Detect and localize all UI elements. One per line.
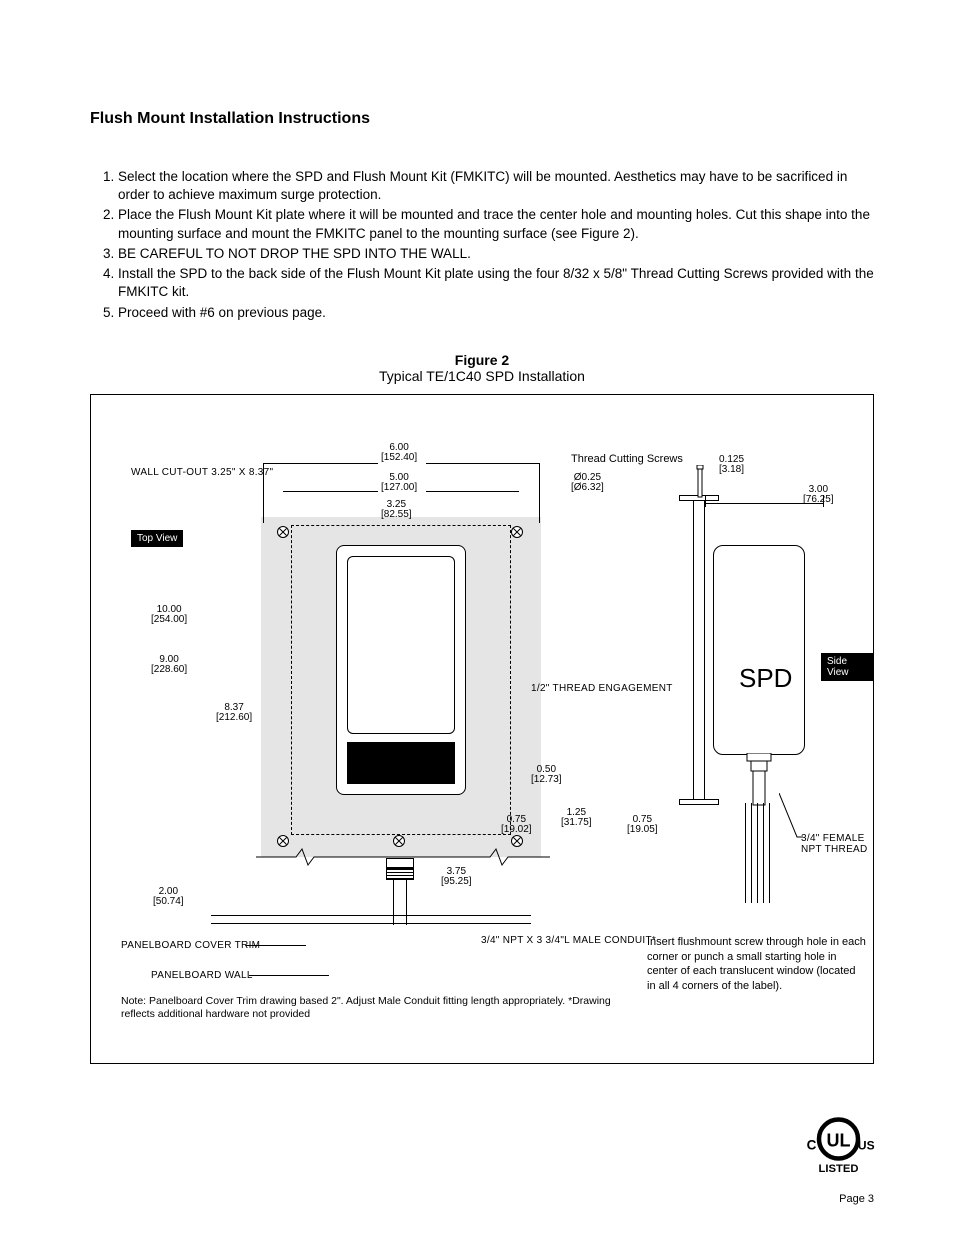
ul-listed-icon: UL C US LISTED (801, 1115, 876, 1175)
screw-icon (277, 526, 289, 538)
dim-10-00: 10.00 [254.00] (151, 605, 187, 626)
leader-line (539, 463, 540, 523)
screw-icon (511, 526, 523, 538)
screw-icon (511, 835, 523, 847)
leader-line (263, 463, 378, 464)
panelboard-wall-label: PANELBOARD WALL (151, 970, 253, 981)
leader-line (249, 975, 329, 976)
leader-line (283, 491, 378, 492)
dim-3-25: 3.25 [82.55] (381, 500, 412, 521)
figure-number: Figure 2 (90, 352, 874, 368)
leader-line (246, 945, 306, 946)
wall-cutout-label: WALL CUT-OUT 3.25" X 8.37" (131, 467, 273, 478)
caution-label (347, 742, 455, 784)
spd-side-box (713, 545, 805, 755)
instruction-item: Install the SPD to the back side of the … (118, 265, 874, 301)
panelboard-line (211, 923, 531, 924)
instructions-list: Select the location where the SPD and Fl… (90, 168, 874, 322)
dim-0-50: 0.50 [12.73] (531, 765, 562, 786)
leader-line (426, 463, 539, 464)
side-flange (679, 799, 719, 805)
thread-engagement-label: 1/2" THREAD ENGAGEMENT (531, 683, 673, 694)
male-conduit-icon (386, 858, 414, 913)
dim-5-00: 5.00 [127.00] (381, 473, 417, 494)
leader-line (263, 463, 264, 523)
panelboard-trim-label: PANELBOARD COVER TRIM (121, 940, 260, 951)
insert-screw-note: Insert flushmount screw through hole in … (647, 935, 867, 994)
side-view-tag: Side View (821, 653, 873, 681)
panelboard-line (211, 915, 531, 916)
spd-text-label: SPD (739, 663, 792, 694)
top-view-tag: Top View (131, 530, 183, 547)
side-plate (693, 500, 705, 800)
figure-frame: Top View Side View 6.00 [152.40] 5.00 [1… (90, 394, 874, 1064)
dim-1-25: 1.25 [31.75] (561, 808, 592, 829)
dim-9-00: 9.00 [228.60] (151, 655, 187, 676)
screw-icon (393, 835, 405, 847)
thread-cutting-screws-label: Thread Cutting Screws (571, 453, 683, 466)
instruction-item: Proceed with #6 on previous page. (118, 304, 874, 322)
dim-8-37: 8.37 [212.60] (216, 703, 252, 724)
spd-front (336, 545, 466, 795)
page-number: Page 3 (839, 1193, 874, 1205)
dim-0-75b: 0.75 [19.05] (627, 815, 658, 836)
side-conduit-icon (739, 753, 779, 809)
dim-3-75: 3.75 [95.25] (441, 867, 472, 888)
leader-line (705, 495, 706, 507)
leader-line (426, 491, 519, 492)
side-screw-icon (695, 465, 705, 501)
svg-text:UL: UL (827, 1131, 851, 1151)
svg-text:C: C (807, 1138, 817, 1153)
page: Flush Mount Installation Instructions Se… (0, 0, 954, 1235)
dim-6-00: 6.00 [152.40] (381, 443, 417, 464)
svg-text:LISTED: LISTED (818, 1163, 858, 1175)
spd-label-panel (347, 556, 455, 734)
page-title: Flush Mount Installation Instructions (90, 110, 874, 128)
leader-elbow (779, 793, 803, 841)
dim-0-75: 0.75 [19.02] (501, 815, 532, 836)
instruction-item: BE CAREFUL TO NOT DROP THE SPD INTO THE … (118, 245, 874, 263)
dim-2-00: 2.00 [50.74] (153, 887, 184, 908)
leader-line (705, 503, 823, 504)
figure-header: Figure 2 Typical TE/1C40 SPD Installatio… (90, 352, 874, 384)
dim-dia-025: Ø0.25 [Ø6.32] (571, 473, 604, 494)
screw-icon (277, 835, 289, 847)
leader-line (823, 495, 824, 507)
instruction-item: Select the location where the SPD and Fl… (118, 168, 874, 204)
male-conduit-label: 3/4" NPT X 3 3/4"L MALE CONDUIT* (481, 935, 656, 946)
svg-text:US: US (858, 1139, 875, 1153)
female-npt-label: 3/4" FEMALE NPT THREAD (801, 833, 873, 855)
figure-footnote: Note: Panelboard Cover Trim drawing base… (121, 995, 621, 1021)
instruction-item: Place the Flush Mount Kit plate where it… (118, 206, 874, 242)
side-wires-icon (741, 803, 777, 903)
dim-0-125: 0.125 [3.18] (719, 455, 744, 476)
figure-caption: Typical TE/1C40 SPD Installation (90, 368, 874, 384)
